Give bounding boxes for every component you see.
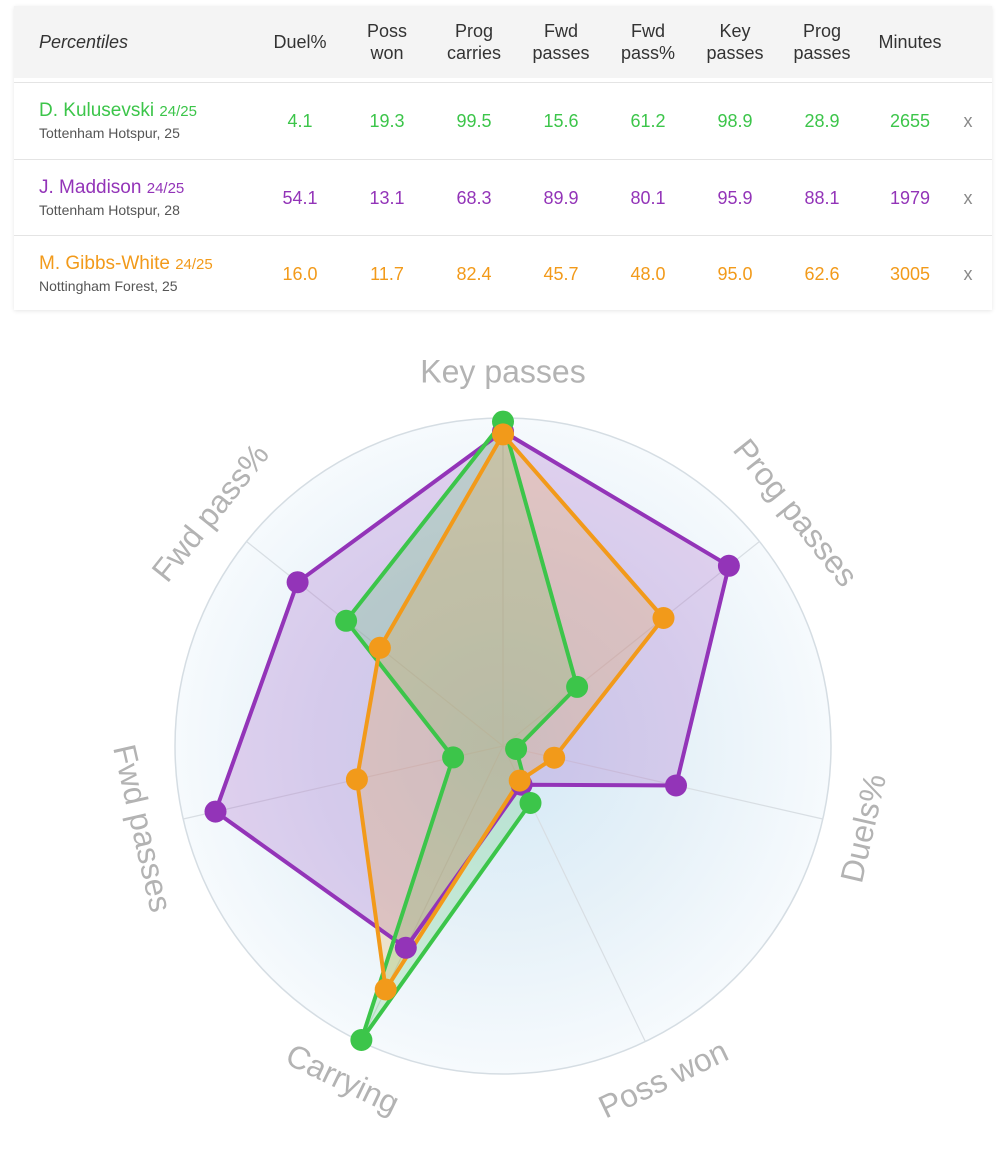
table-cell: 98.9 — [717, 110, 753, 131]
axis-label: Key passes — [420, 353, 585, 389]
data-point — [717, 554, 740, 577]
table-cell: 45.7 — [543, 263, 579, 284]
table-cell: 54.1 — [282, 187, 318, 208]
table-cell: 48.0 — [630, 263, 666, 284]
player-info: D. Kulusevski 24/25 Tottenham Hotspur, 2… — [39, 100, 269, 142]
data-point — [345, 768, 368, 791]
col-header-prog-carries: Prog carries — [446, 21, 501, 63]
table-cell: 95.9 — [717, 187, 753, 208]
axis-label: Fwd passes — [106, 741, 179, 915]
player-name: M. Gibbs-White — [39, 253, 170, 274]
table-row: M. Gibbs-White 24/25 Nottingham Forest, … — [14, 235, 992, 312]
table-cell: 13.1 — [369, 187, 405, 208]
data-point — [519, 792, 542, 814]
col-header-minutes: Minutes — [878, 32, 942, 52]
data-point — [442, 746, 465, 769]
player-name: J. Maddison — [39, 177, 142, 198]
table-cell: 82.4 — [456, 263, 492, 284]
data-point — [335, 609, 358, 632]
data-point — [505, 738, 528, 760]
player-season: 24/25 — [146, 180, 185, 197]
col-header-key-passes: Key passes — [706, 21, 764, 63]
table-cell: 89.9 — [543, 187, 579, 208]
col-header-poss-won: Poss won — [366, 21, 408, 63]
series-area — [215, 431, 729, 948]
series-area — [356, 434, 664, 990]
table-row: D. Kulusevski 24/25 Tottenham Hotspur, 2… — [14, 82, 992, 159]
table-cell: 16.0 — [282, 263, 318, 284]
table-cell: 88.1 — [804, 187, 840, 208]
data-point — [368, 636, 391, 659]
table-cell: 61.2 — [630, 110, 666, 131]
series-area — [346, 421, 578, 1041]
data-point — [492, 423, 514, 446]
table-cell: 2655 — [889, 110, 931, 131]
col-header-fwd-passes: Fwd passes — [532, 21, 590, 63]
player-name: D. Kulusevski — [39, 100, 155, 121]
table-cell: 19.3 — [369, 110, 405, 131]
remove-player-button[interactable]: x — [963, 187, 973, 208]
radar-spoke — [502, 541, 760, 747]
axis-label: Duels% — [833, 770, 893, 886]
remove-player-button[interactable]: x — [963, 110, 973, 131]
col-header-prog-passes: Prog passes — [793, 21, 851, 63]
player-info: M. Gibbs-White 24/25 Nottingham Forest, … — [39, 253, 269, 295]
series-line — [344, 419, 580, 1042]
data-point — [508, 769, 531, 792]
table-cell: 95.0 — [717, 263, 753, 284]
data-point — [286, 571, 309, 594]
table-header: Percentiles Duel% Poss won Prog carries … — [14, 6, 992, 78]
col-header-fwd-pass-pct: Fwd pass% — [620, 21, 676, 63]
data-point — [566, 675, 589, 698]
table-cell: 28.9 — [804, 110, 840, 131]
table-cell: 80.1 — [630, 187, 666, 208]
table-cell: 15.6 — [543, 110, 579, 131]
player-season: 24/25 — [159, 103, 197, 120]
data-point — [665, 774, 687, 797]
data-point — [204, 800, 227, 823]
data-point — [350, 1029, 373, 1051]
data-point — [374, 978, 397, 1001]
player-team: Tottenham Hotspur, 25 — [39, 125, 180, 141]
data-point — [394, 936, 417, 959]
table-cell: 4.1 — [287, 110, 313, 131]
table-row: J. Maddison 24/25 Tottenham Hotspur, 28 … — [14, 159, 992, 236]
series-line — [354, 432, 666, 992]
comparison-table: Percentiles Duel% Poss won Prog carries … — [14, 6, 992, 310]
col-header-duel-pct: Duel% — [273, 32, 327, 52]
table-cell: 62.6 — [804, 263, 840, 284]
table-cell: 11.7 — [370, 263, 404, 284]
table-cell: 1979 — [889, 187, 931, 208]
table-cell: 68.3 — [456, 187, 492, 208]
player-info: J. Maddison 24/25 Tottenham Hotspur, 28 — [39, 177, 269, 219]
percentiles-header: Percentiles — [39, 32, 129, 52]
player-team: Nottingham Forest, 25 — [39, 278, 178, 294]
remove-player-button[interactable]: x — [963, 263, 973, 284]
data-point — [543, 746, 566, 769]
table-cell: 99.5 — [456, 110, 492, 131]
player-team: Tottenham Hotspur, 28 — [39, 202, 180, 218]
table-cell: 3005 — [889, 263, 931, 284]
data-point — [652, 607, 675, 629]
player-season: 24/25 — [175, 256, 213, 273]
